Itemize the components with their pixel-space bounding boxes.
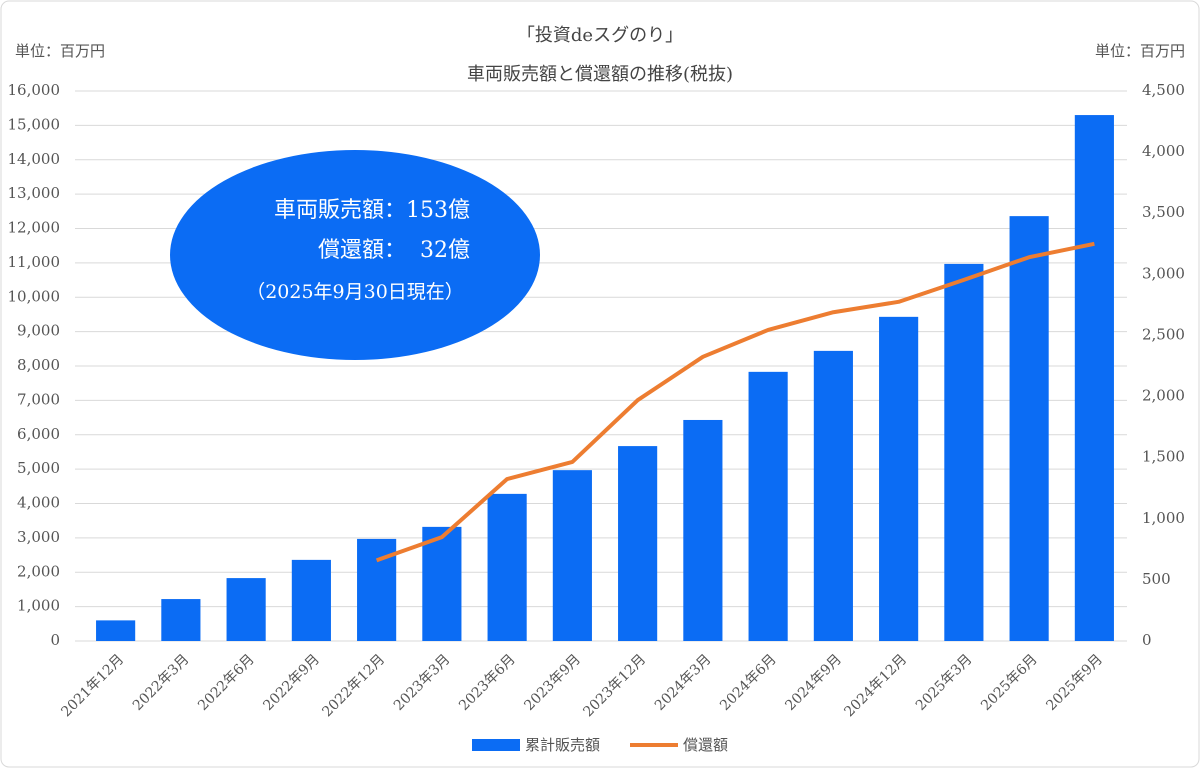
y-tick-label: 11,000 xyxy=(8,253,61,271)
bar xyxy=(1009,216,1049,641)
chart-title: 「投資deスグのり」 xyxy=(517,25,683,46)
y2-tick-label: 3,500 xyxy=(1142,203,1185,221)
bar xyxy=(683,419,723,641)
bar xyxy=(1074,115,1114,641)
y-tick-label: 13,000 xyxy=(8,184,61,202)
line xyxy=(375,241,1095,563)
chart-subtitle: 車両販売額と償還額の推移(税抜) xyxy=(467,64,733,85)
legend-swatch xyxy=(472,739,520,751)
y-tick-label: 5,000 xyxy=(17,459,60,477)
legend-label: 償還額 xyxy=(683,736,728,754)
annotation-text: 償還額： 32億 xyxy=(318,238,470,263)
y2-axis-label: 単位：百万円 xyxy=(1095,42,1185,60)
y-tick-label: 2,000 xyxy=(17,562,60,580)
legend-label: 累計販売額 xyxy=(525,736,600,754)
bar xyxy=(96,620,136,641)
y-tick-label: 0 xyxy=(50,631,60,649)
y-tick-label: 3,000 xyxy=(17,528,60,546)
bar xyxy=(161,599,201,641)
bar xyxy=(422,526,462,641)
y-tick-label: 12,000 xyxy=(8,219,61,237)
bar xyxy=(487,493,527,641)
annotation: 車両販売額：153億 償還額： 32億 （2025年9月30日現在） xyxy=(170,150,540,360)
bar xyxy=(813,350,853,641)
y-tick-label: 1,000 xyxy=(17,597,60,615)
y-tick-label: 15,000 xyxy=(8,115,61,133)
annotation-ellipse xyxy=(170,150,540,360)
annotation-text: （2025年9月30日現在） xyxy=(246,281,464,303)
y-tick-label: 9,000 xyxy=(17,322,60,340)
y-tick-label: 6,000 xyxy=(17,425,60,443)
y-axis-label: 単位：百万円 xyxy=(15,42,105,60)
y2-tick-label: 1,000 xyxy=(1142,509,1185,527)
bar xyxy=(944,263,984,641)
bar xyxy=(879,316,919,641)
annotation-text: 車両販売額：153億 xyxy=(274,198,470,223)
bar xyxy=(748,371,788,641)
y2-tick-label: 4,500 xyxy=(1142,81,1185,99)
y2-tick-label: 0 xyxy=(1142,631,1152,649)
y-tick-label: 14,000 xyxy=(8,150,61,168)
y-tick-label: 4,000 xyxy=(17,494,60,512)
marks xyxy=(96,115,1114,641)
y-tick-label: 7,000 xyxy=(17,390,60,408)
y2-tick-label: 1,500 xyxy=(1142,448,1185,466)
y2-tick-label: 2,500 xyxy=(1142,325,1185,343)
y-tick-label: 8,000 xyxy=(17,356,60,374)
y2-tick-label: 500 xyxy=(1142,570,1171,588)
bar xyxy=(552,470,592,641)
y-tick-label: 16,000 xyxy=(8,81,61,99)
y2-tick-label: 2,000 xyxy=(1142,387,1185,405)
y-tick-label: 10,000 xyxy=(8,287,61,305)
bar xyxy=(618,446,658,641)
y2-tick-label: 4,000 xyxy=(1142,142,1185,160)
bar xyxy=(226,578,266,641)
bar xyxy=(291,559,331,641)
y2-tick-label: 3,000 xyxy=(1142,264,1185,282)
